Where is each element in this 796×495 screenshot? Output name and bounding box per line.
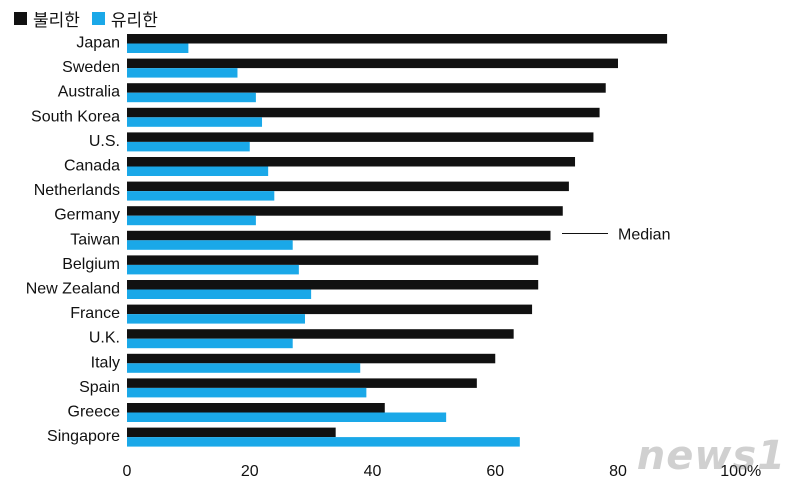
bar-favorable-taiwan (127, 240, 293, 250)
legend-label-unfavorable: 불리한 (33, 11, 80, 31)
x-tick-label-100: 100% (720, 463, 761, 480)
category-label-japan: Japan (76, 35, 120, 52)
legend-label-favorable: 유리한 (110, 11, 158, 31)
x-tick-label-0: 0 (123, 463, 132, 480)
category-label-italy: Italy (91, 354, 120, 371)
category-label-south-korea: South Korea (31, 108, 120, 125)
bar-favorable-sweden (127, 68, 238, 78)
legend-item-favorable: 유리한 (91, 6, 158, 31)
bar-unfavorable-netherlands (127, 181, 569, 192)
bar-unfavorable-sweden (127, 58, 618, 69)
bar-unfavorable-greece (127, 403, 385, 413)
category-label-u-k: U.K. (89, 330, 120, 347)
bar-favorable-singapore (127, 437, 520, 447)
category-label-belgium: Belgium (62, 256, 120, 273)
bar-unfavorable-germany (127, 206, 563, 216)
category-label-australia: Australia (58, 84, 120, 101)
bar-unfavorable-spain (127, 378, 477, 388)
bar-unfavorable-new-zealand (127, 280, 539, 290)
bar-favorable-new-zealand (127, 289, 312, 299)
x-tick-label-60: 60 (486, 463, 504, 480)
x-tick-label-20: 20 (241, 463, 259, 480)
legend-item-unfavorable: 불리한 (14, 6, 80, 31)
x-tick-label-40: 40 (364, 463, 382, 480)
bar-unfavorable-south-korea (127, 107, 600, 118)
bar-favorable-italy (127, 363, 361, 373)
median-label: Median (618, 227, 670, 244)
category-label-canada: Canada (64, 158, 120, 175)
bar-favorable-south-korea (127, 117, 263, 127)
legend-swatch-favorable (91, 12, 105, 25)
watermark-logo: news1 (636, 433, 786, 479)
bar-favorable-spain (127, 387, 367, 398)
bar-favorable-u-s (127, 141, 250, 152)
bar-favorable-germany (127, 215, 256, 226)
bar-favorable-netherlands (127, 191, 275, 201)
bar-unfavorable-australia (127, 83, 606, 93)
category-label-sweden: Sweden (62, 59, 120, 76)
category-label-greece: Greece (68, 404, 121, 421)
bar-favorable-belgium (127, 264, 299, 275)
bar-favorable-france (127, 314, 305, 324)
bar-favorable-u-k (127, 338, 293, 349)
bar-favorable-australia (127, 92, 256, 103)
bar-unfavorable-france (127, 304, 533, 315)
category-label-singapore: Singapore (47, 428, 120, 445)
x-tick-label-80: 80 (609, 463, 627, 480)
category-label-u-s: U.S. (89, 133, 120, 150)
bar-unfavorable-japan (127, 34, 668, 44)
bar-favorable-canada (127, 166, 269, 176)
bar-unfavorable-taiwan (127, 230, 551, 241)
bar-favorable-japan (127, 43, 189, 53)
category-label-germany: Germany (54, 207, 120, 224)
category-label-france: France (70, 305, 120, 322)
bar-favorable-greece (127, 412, 447, 422)
bar-unfavorable-u-k (127, 329, 514, 339)
category-label-taiwan: Taiwan (70, 231, 120, 248)
bar-unfavorable-belgium (127, 255, 539, 265)
category-label-new-zealand: New Zealand (26, 281, 120, 298)
category-label-netherlands: Netherlands (34, 182, 120, 199)
category-label-spain: Spain (79, 379, 120, 396)
legend-swatch-unfavorable (14, 12, 27, 25)
bar-unfavorable-singapore (127, 427, 336, 438)
bar-unfavorable-canada (127, 157, 576, 167)
bar-unfavorable-italy (127, 353, 496, 364)
bar-unfavorable-u-s (127, 132, 594, 142)
legend: 불리한 유리한 (14, 6, 158, 31)
